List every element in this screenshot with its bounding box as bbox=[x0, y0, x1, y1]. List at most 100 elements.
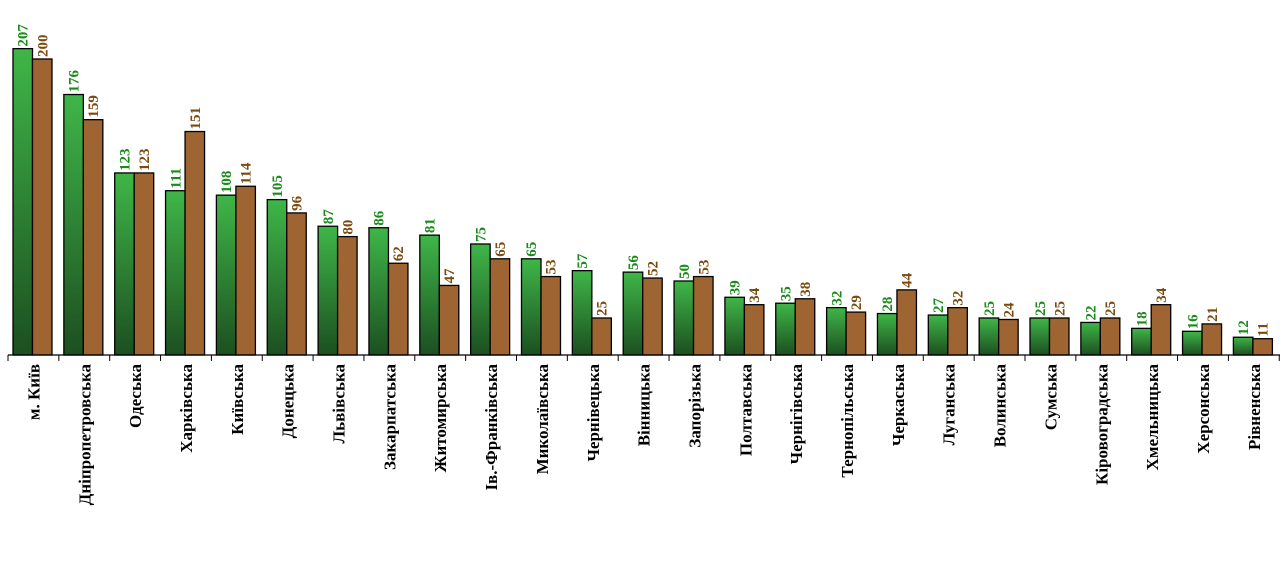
bar-series-1 bbox=[978, 317, 1000, 356]
bar-series-2 bbox=[489, 258, 511, 356]
category-label: Кіровоградська bbox=[1092, 364, 1111, 485]
bar-series-2 bbox=[1201, 323, 1223, 356]
category-label: Київська bbox=[228, 364, 247, 435]
value-label-series-2: 47 bbox=[442, 268, 458, 284]
bar-series-2 bbox=[642, 277, 663, 356]
value-label-series-1: 32 bbox=[829, 291, 845, 306]
bar-series-1 bbox=[317, 225, 339, 356]
value-label-series-2: 32 bbox=[951, 291, 967, 306]
category-label: Одеська bbox=[126, 364, 145, 428]
bar-series-2 bbox=[184, 130, 206, 356]
value-label-series-1: 105 bbox=[270, 175, 286, 198]
value-label-series-1: 39 bbox=[728, 280, 744, 295]
category-label: Луганська bbox=[940, 364, 959, 446]
bar-series-2 bbox=[896, 289, 918, 356]
bar-series-2 bbox=[1252, 338, 1274, 356]
value-label-series-2: 123 bbox=[137, 148, 153, 171]
category-label: Сумська bbox=[1041, 364, 1060, 431]
bar-series-1 bbox=[1080, 321, 1101, 356]
category-label: Хмельницька bbox=[1143, 364, 1162, 471]
category-label: Чернігівська bbox=[787, 364, 806, 465]
value-label-series-1: 18 bbox=[1134, 311, 1150, 326]
bar-series-1 bbox=[12, 47, 34, 356]
value-label-series-1: 50 bbox=[677, 264, 693, 279]
value-label-series-2: 25 bbox=[595, 301, 611, 316]
category-label: Львівська bbox=[330, 364, 349, 444]
category-label: Миколаївська bbox=[533, 364, 552, 475]
bar-series-2 bbox=[692, 275, 714, 356]
bar-series-2 bbox=[336, 235, 358, 356]
bar-series-1 bbox=[368, 227, 390, 356]
bar-series-1 bbox=[63, 93, 84, 356]
bar-series-2 bbox=[438, 284, 460, 356]
category-label: Полтавська bbox=[736, 364, 755, 457]
value-label-series-1: 56 bbox=[626, 255, 642, 271]
value-label-series-1: 25 bbox=[1033, 301, 1049, 316]
bar-series-2 bbox=[540, 275, 562, 356]
value-label-series-1: 27 bbox=[931, 298, 947, 314]
category-label: Закарпатська bbox=[380, 364, 399, 470]
value-label-series-1: 12 bbox=[1236, 320, 1252, 335]
value-label-series-2: 44 bbox=[900, 272, 916, 288]
value-label-series-2: 25 bbox=[1103, 301, 1119, 316]
bar-series-1 bbox=[469, 243, 491, 356]
category-label: Чернівецька bbox=[584, 364, 603, 462]
value-label-series-2: 52 bbox=[645, 261, 661, 276]
value-label-series-1: 176 bbox=[67, 70, 83, 93]
category-label: Ів.-Франківська bbox=[482, 364, 501, 491]
value-label-series-1: 81 bbox=[423, 218, 439, 233]
bar-series-2 bbox=[235, 185, 257, 356]
category-label: Вінницька bbox=[635, 364, 654, 447]
value-label-series-1: 22 bbox=[1084, 305, 1100, 320]
value-label-series-2: 53 bbox=[544, 260, 560, 275]
bar-series-1 bbox=[927, 314, 949, 356]
bar-series-1 bbox=[1029, 317, 1051, 356]
x-axis-ticks bbox=[7, 355, 1280, 361]
bar-series-2 bbox=[387, 262, 409, 356]
value-label-series-2: 29 bbox=[849, 295, 865, 310]
value-label-series-2: 34 bbox=[747, 287, 763, 303]
bar-series-2 bbox=[286, 212, 307, 356]
value-label-series-1: 28 bbox=[880, 297, 896, 312]
category-label: Харківська bbox=[177, 364, 196, 453]
bar-series-1 bbox=[673, 280, 695, 356]
value-label-series-2: 38 bbox=[798, 282, 814, 297]
bar-series-2 bbox=[794, 298, 816, 356]
value-label-series-2: 80 bbox=[340, 220, 356, 235]
value-label-series-2: 114 bbox=[239, 162, 255, 184]
bar-series-1 bbox=[622, 271, 644, 356]
bar-series-1 bbox=[266, 198, 288, 356]
value-label-series-1: 25 bbox=[982, 301, 998, 316]
value-label-series-2: 24 bbox=[1001, 302, 1017, 318]
value-label-series-1: 35 bbox=[779, 286, 795, 301]
bar-series-2 bbox=[31, 58, 53, 356]
bar-series-1 bbox=[876, 312, 898, 356]
value-label-series-1: 207 bbox=[16, 24, 32, 47]
bar-series-1 bbox=[520, 258, 542, 356]
category-label: Дніпропетровська bbox=[75, 364, 94, 506]
value-label-series-1: 86 bbox=[372, 210, 388, 226]
category-label: м. Київ bbox=[24, 364, 43, 420]
value-label-series-2: 65 bbox=[493, 242, 509, 257]
bar-series-2 bbox=[845, 311, 867, 356]
bar-series-1 bbox=[775, 302, 796, 356]
bar-series-2 bbox=[1048, 317, 1070, 356]
bar-series-1 bbox=[571, 269, 593, 356]
value-label-series-1: 75 bbox=[473, 227, 489, 242]
bar-series-1 bbox=[1131, 327, 1152, 356]
category-label: Волинська bbox=[991, 364, 1010, 448]
bar-series-2 bbox=[1150, 304, 1172, 356]
value-label-series-2: 53 bbox=[696, 260, 712, 275]
value-label-series-1: 123 bbox=[117, 148, 133, 171]
bar-series-2 bbox=[591, 317, 612, 356]
bar-series-2 bbox=[82, 119, 104, 356]
category-label: Рівненська bbox=[1245, 364, 1264, 450]
value-label-series-2: 200 bbox=[35, 35, 51, 58]
category-labels-layer: м. Київ Дніпропетровська Одеська Харківська… bbox=[24, 364, 1263, 506]
value-label-series-2: 11 bbox=[1256, 323, 1272, 337]
category-label: Запорізька bbox=[685, 364, 704, 448]
bar-series-2 bbox=[998, 318, 1019, 356]
bar-series-2 bbox=[947, 306, 968, 356]
bar-series-1 bbox=[419, 234, 440, 356]
value-label-series-2: 34 bbox=[1154, 287, 1170, 303]
